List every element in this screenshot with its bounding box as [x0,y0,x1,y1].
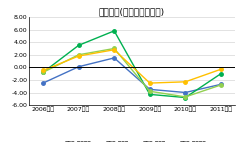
住宅地(大阪圏) [148,90,151,92]
住宅地(名古屋圏) [184,81,187,83]
Line: 住宅地(東京圏): 住宅地(東京圏) [41,29,223,99]
住宅地(名古屋圏) [77,55,80,57]
Line: 住宅地(名古屋圏): 住宅地(名古屋圏) [41,48,223,85]
住宅地(全国平均) [77,66,80,68]
住宅地(東京圏) [220,73,222,75]
Legend: 住宅地(全国平均), 住宅地(東京圏), 住宅地(大阪圏), 住宅地(名古屋圏): 住宅地(全国平均), 住宅地(東京圏), 住宅地(大阪圏), 住宅地(名古屋圏) [53,139,211,142]
住宅地(東京圏) [77,44,80,46]
住宅地(大阪圏) [113,48,116,49]
住宅地(東京圏) [42,72,44,73]
住宅地(大阪圏) [77,54,80,56]
住宅地(全国平均) [42,82,44,84]
住宅地(名古屋圏) [220,68,222,70]
Title: 公示地価(前年対比変動率): 公示地価(前年対比変動率) [99,7,165,16]
住宅地(全国平均) [113,57,116,59]
住宅地(名古屋圏) [148,82,151,84]
Line: 住宅地(大阪圏): 住宅地(大阪圏) [41,47,223,99]
住宅地(東京圏) [148,94,151,95]
住宅地(大阪圏) [42,72,44,73]
住宅地(名古屋圏) [42,70,44,71]
住宅地(全国平均) [148,88,151,90]
住宅地(全国平均) [220,83,222,85]
住宅地(東京圏) [113,30,116,32]
Line: 住宅地(全国平均): 住宅地(全国平均) [41,56,223,94]
住宅地(東京圏) [184,97,187,98]
住宅地(大阪圏) [220,84,222,86]
住宅地(全国平均) [184,92,187,93]
住宅地(名古屋圏) [113,49,116,51]
住宅地(大阪圏) [184,96,187,98]
